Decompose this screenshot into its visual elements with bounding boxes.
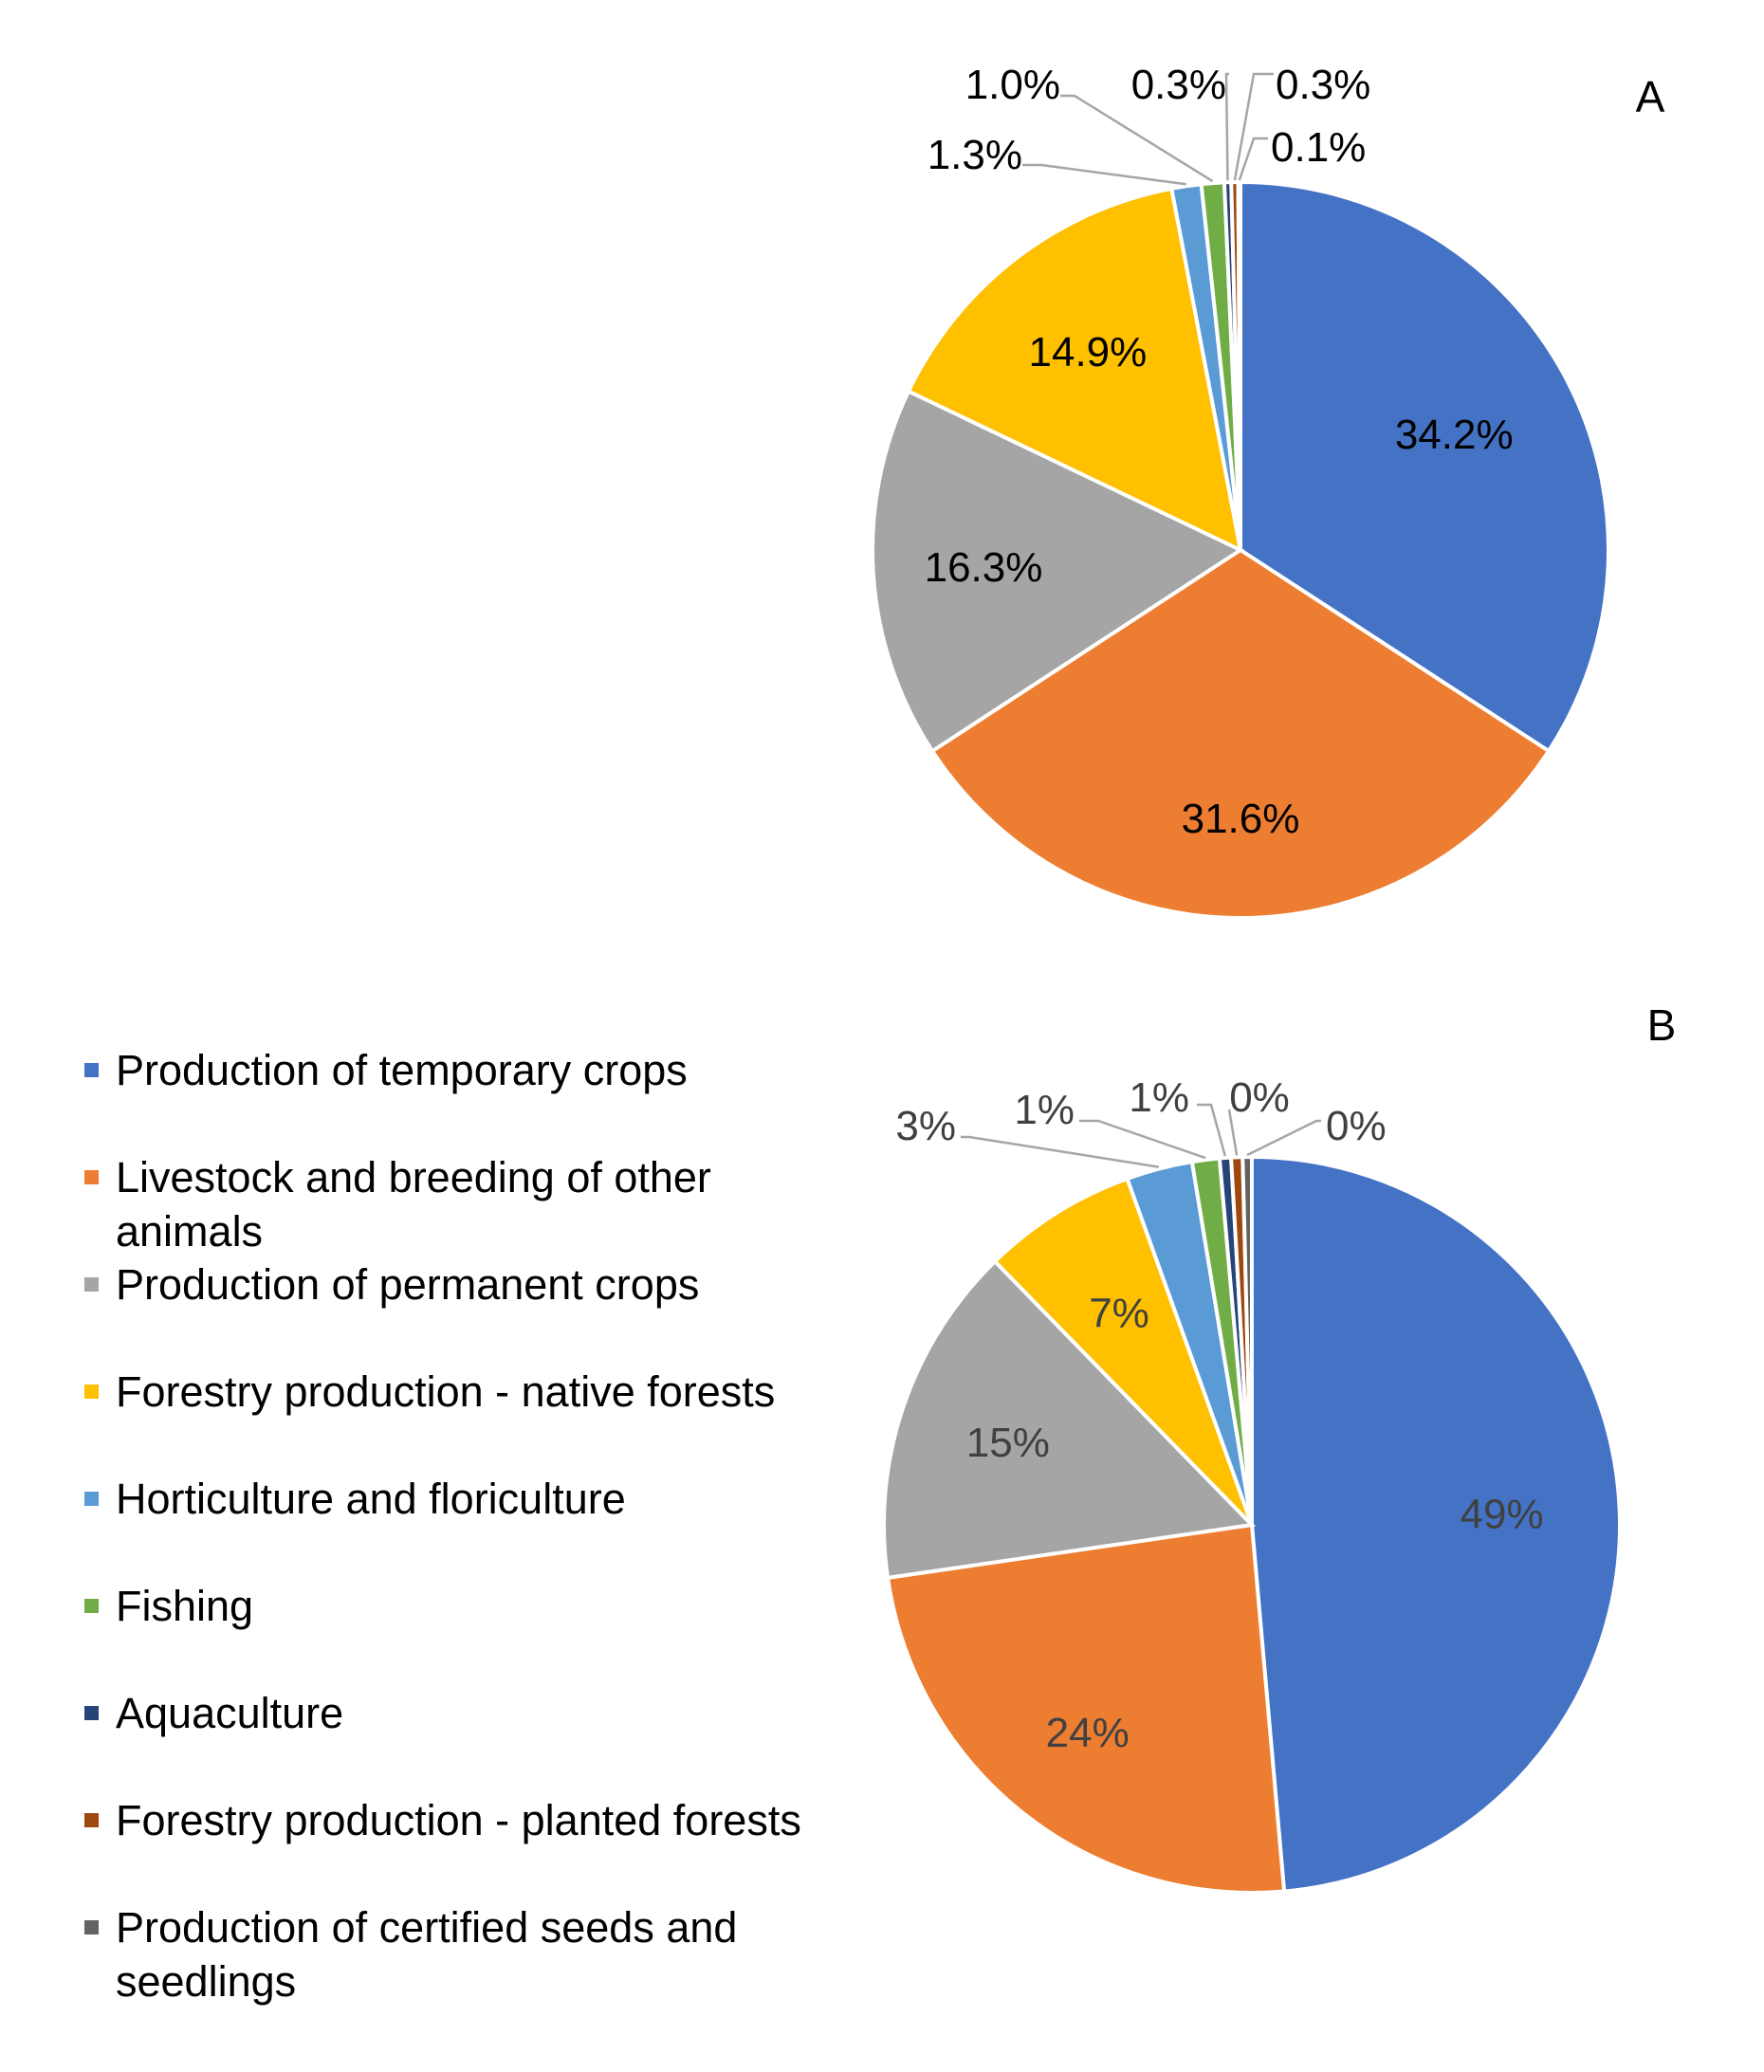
legend-swatch bbox=[84, 1599, 99, 1613]
pie-chart-b: B 49% 24% 15% 7% 3% 1% 1% 0% 0% bbox=[882, 1000, 1677, 1895]
legend-swatch bbox=[84, 1492, 99, 1506]
legend-item: Horticulture and floriculture bbox=[78, 1472, 836, 1526]
legend-label: Horticulture and floriculture bbox=[116, 1475, 626, 1523]
pie-slice bbox=[1250, 1154, 1622, 1894]
legend-swatch bbox=[84, 1170, 99, 1184]
leader-line bbox=[1022, 163, 1186, 186]
slice-data-label: 24% bbox=[1046, 1710, 1130, 1756]
pie-slice bbox=[1240, 1154, 1254, 1526]
legend-item: Production of certified seeds and seedli… bbox=[78, 1900, 836, 2008]
legend-swatch bbox=[84, 1277, 99, 1292]
slice-data-label: 0% bbox=[1229, 1074, 1290, 1121]
slice-data-label: 14.9% bbox=[1029, 329, 1148, 376]
legend-swatch bbox=[84, 1920, 99, 1934]
leader-line bbox=[1079, 1119, 1206, 1160]
leader-line bbox=[1246, 1119, 1321, 1157]
slice-data-label: 16.3% bbox=[925, 544, 1043, 591]
leader-line bbox=[1224, 72, 1229, 181]
slice-data-label: 1% bbox=[1014, 1087, 1075, 1133]
leader-line bbox=[1233, 72, 1274, 181]
pie-slice bbox=[929, 547, 1552, 920]
slice-data-label: 0% bbox=[1326, 1103, 1387, 1149]
slice-data-label: 49% bbox=[1461, 1491, 1544, 1537]
pie-slice bbox=[1236, 179, 1242, 551]
slice-data-label: 34.2% bbox=[1395, 412, 1514, 458]
legend-swatch bbox=[84, 1063, 99, 1077]
slice-data-label: 1.3% bbox=[928, 132, 1022, 178]
legend-label: Livestock and breeding of other animals bbox=[116, 1153, 711, 1256]
pie-slice bbox=[906, 186, 1243, 554]
legend-label: Fishing bbox=[116, 1582, 254, 1630]
leader-line bbox=[961, 1135, 1159, 1168]
legend-label: Production of certified seeds and seedli… bbox=[116, 1903, 738, 2006]
leader-line bbox=[1060, 94, 1214, 183]
pie-chart-a: A 34.2% 31.6% 16.3% 14.9% 1.3% 1.0% 0.3% 0.3% 0.… bbox=[871, 62, 1665, 920]
legend-label: Forestry production - planted forests bbox=[116, 1796, 801, 1844]
slice-data-label: 15% bbox=[966, 1420, 1050, 1466]
legend-swatch bbox=[84, 1384, 99, 1399]
slice-data-label: 7% bbox=[1089, 1290, 1149, 1336]
pie-slice bbox=[992, 1176, 1254, 1527]
slice-data-label: 0.1% bbox=[1271, 124, 1366, 171]
legend-item: Livestock and breeding of other animals bbox=[78, 1150, 836, 1258]
slice-data-label: 0.3% bbox=[1131, 62, 1226, 108]
legend-label: Forestry production - native forests bbox=[116, 1367, 776, 1416]
pie-slice bbox=[871, 388, 1245, 754]
slice-data-label: 1% bbox=[1129, 1074, 1189, 1121]
legend-item: Production of temporary crops bbox=[78, 1043, 836, 1097]
leader-line bbox=[1238, 137, 1268, 181]
pie-slice bbox=[885, 1522, 1287, 1895]
legend-label: Production of permanent crops bbox=[116, 1260, 700, 1309]
leader-line bbox=[1227, 1109, 1239, 1156]
legend-item: Production of permanent crops bbox=[78, 1257, 836, 1311]
legend-label: Aquaculture bbox=[116, 1689, 344, 1737]
panel-label-a: A bbox=[1636, 72, 1665, 121]
legend-item: Aquaculture bbox=[78, 1686, 836, 1740]
pie-slice bbox=[882, 1258, 1257, 1581]
panel-label-b: B bbox=[1647, 1000, 1677, 1050]
slice-data-label: 3% bbox=[895, 1103, 956, 1149]
legend-item: Fishing bbox=[78, 1579, 836, 1633]
leader-line bbox=[1197, 1103, 1227, 1157]
slice-data-label: 31.6% bbox=[1182, 796, 1300, 842]
legend-swatch bbox=[84, 1706, 99, 1720]
legend-item: Forestry production - native forests bbox=[78, 1365, 836, 1419]
legend-label: Production of temporary crops bbox=[116, 1046, 688, 1094]
legend-swatch bbox=[84, 1813, 99, 1827]
legend-item: Forestry production - planted forests bbox=[78, 1793, 836, 1847]
slice-data-label: 0.3% bbox=[1276, 62, 1370, 108]
slice-data-label: 1.0% bbox=[965, 62, 1060, 108]
